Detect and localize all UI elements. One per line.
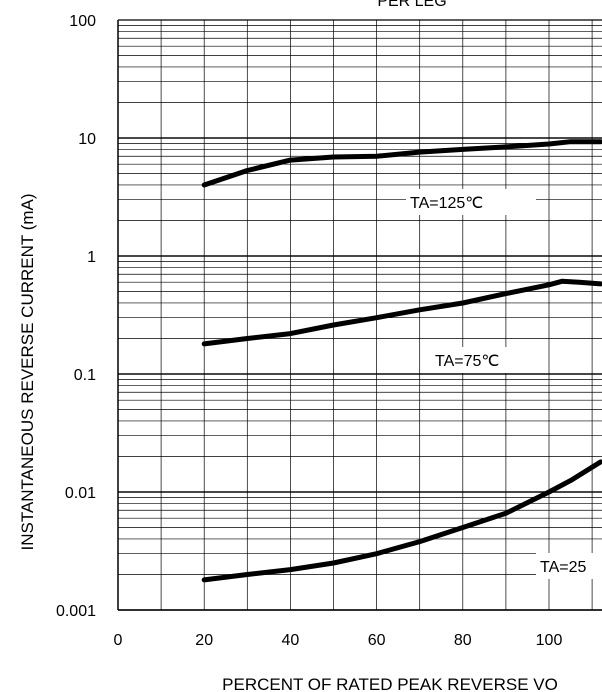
series-line-3 bbox=[201, 459, 602, 583]
series-label-bg bbox=[431, 347, 535, 373]
y-tick-label: 0.1 bbox=[74, 367, 96, 384]
chart-title: PER LEG bbox=[377, 0, 446, 10]
x-tick-label: 80 bbox=[454, 632, 472, 649]
y-tick-label: 10 bbox=[78, 131, 96, 148]
series-label: TA=125℃ bbox=[410, 195, 483, 212]
y-tick-label: 1 bbox=[87, 249, 96, 266]
x-tick-label: 60 bbox=[368, 632, 386, 649]
series-label: TA=75℃ bbox=[435, 353, 499, 370]
series-label: TA=25 bbox=[540, 559, 587, 576]
series-label-bg bbox=[536, 553, 602, 579]
y-axis-title: INSTANTANEOUS REVERSE CURRENT (mA) bbox=[18, 193, 37, 550]
series-line-1 bbox=[201, 139, 602, 188]
series-label-bg bbox=[406, 189, 536, 215]
y-tick-label: 100 bbox=[69, 13, 96, 30]
y-tick-label: 0.01 bbox=[65, 485, 96, 502]
series-line-2 bbox=[201, 278, 602, 347]
x-tick-label: 100 bbox=[536, 632, 563, 649]
y-tick-label: 0.001 bbox=[56, 603, 96, 620]
x-tick-label: 20 bbox=[195, 632, 213, 649]
x-tick-label: 40 bbox=[282, 632, 300, 649]
x-axis-title: PERCENT OF RATED PEAK REVERSE VO bbox=[222, 675, 558, 692]
x-tick-label: 0 bbox=[114, 632, 123, 649]
